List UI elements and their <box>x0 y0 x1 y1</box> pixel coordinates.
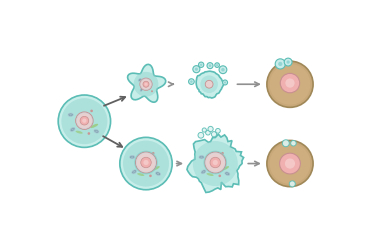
Circle shape <box>58 95 111 148</box>
Circle shape <box>280 153 300 174</box>
Circle shape <box>221 152 224 155</box>
Circle shape <box>140 78 152 90</box>
Ellipse shape <box>95 130 98 132</box>
Ellipse shape <box>226 173 228 174</box>
Circle shape <box>143 160 148 165</box>
Ellipse shape <box>133 171 135 173</box>
Circle shape <box>213 160 218 165</box>
Ellipse shape <box>76 131 83 134</box>
Circle shape <box>222 80 228 85</box>
Circle shape <box>151 90 153 92</box>
Circle shape <box>267 61 313 107</box>
Ellipse shape <box>206 173 214 176</box>
Circle shape <box>193 141 238 186</box>
Circle shape <box>199 62 204 67</box>
Circle shape <box>278 62 282 66</box>
Ellipse shape <box>70 127 75 132</box>
Circle shape <box>190 80 193 83</box>
Circle shape <box>205 80 213 88</box>
Circle shape <box>285 158 295 169</box>
Circle shape <box>90 110 93 112</box>
Ellipse shape <box>140 88 142 91</box>
Ellipse shape <box>131 156 134 158</box>
Ellipse shape <box>94 129 99 133</box>
Circle shape <box>61 98 108 144</box>
Polygon shape <box>128 64 166 102</box>
Ellipse shape <box>68 113 73 116</box>
Circle shape <box>211 132 217 137</box>
Ellipse shape <box>138 78 141 81</box>
Circle shape <box>80 116 89 125</box>
Polygon shape <box>196 71 224 98</box>
Ellipse shape <box>199 156 204 159</box>
Ellipse shape <box>201 170 206 174</box>
Circle shape <box>224 81 226 84</box>
Circle shape <box>275 59 285 69</box>
Circle shape <box>193 66 200 73</box>
Circle shape <box>282 140 289 147</box>
Ellipse shape <box>137 173 144 176</box>
Circle shape <box>270 64 310 105</box>
Ellipse shape <box>90 124 98 128</box>
Circle shape <box>144 83 147 86</box>
Circle shape <box>286 60 290 64</box>
Circle shape <box>207 63 213 69</box>
Circle shape <box>284 58 292 66</box>
Circle shape <box>123 140 169 186</box>
Circle shape <box>200 64 202 66</box>
Ellipse shape <box>129 156 135 159</box>
Circle shape <box>210 157 221 168</box>
Ellipse shape <box>69 114 72 116</box>
Circle shape <box>289 181 295 187</box>
Circle shape <box>135 152 157 173</box>
Circle shape <box>200 75 218 93</box>
Polygon shape <box>187 134 244 192</box>
Circle shape <box>82 119 87 123</box>
Circle shape <box>141 157 151 168</box>
Ellipse shape <box>221 166 229 170</box>
Circle shape <box>152 152 154 155</box>
Circle shape <box>205 152 226 173</box>
Ellipse shape <box>225 172 230 175</box>
Circle shape <box>280 73 300 93</box>
Ellipse shape <box>132 170 137 174</box>
Circle shape <box>134 72 158 97</box>
Circle shape <box>149 174 152 177</box>
Circle shape <box>206 130 210 135</box>
Circle shape <box>120 137 172 190</box>
Circle shape <box>270 143 310 184</box>
Circle shape <box>215 128 220 133</box>
Ellipse shape <box>202 171 205 173</box>
Circle shape <box>87 132 90 135</box>
Circle shape <box>143 81 149 87</box>
Circle shape <box>267 140 313 187</box>
Circle shape <box>202 128 206 132</box>
Circle shape <box>198 132 204 138</box>
Circle shape <box>221 68 225 72</box>
Ellipse shape <box>71 128 74 130</box>
Circle shape <box>208 126 213 132</box>
Circle shape <box>195 68 198 71</box>
Ellipse shape <box>155 172 161 175</box>
Circle shape <box>291 140 296 146</box>
Ellipse shape <box>200 156 203 158</box>
Circle shape <box>218 174 221 177</box>
Circle shape <box>216 64 218 66</box>
Circle shape <box>209 64 211 67</box>
Circle shape <box>76 112 93 129</box>
Ellipse shape <box>157 173 159 174</box>
Ellipse shape <box>152 166 160 170</box>
Circle shape <box>285 78 295 88</box>
Circle shape <box>215 63 219 67</box>
Circle shape <box>219 66 227 74</box>
Circle shape <box>58 95 110 147</box>
Circle shape <box>189 79 194 84</box>
Circle shape <box>119 137 173 190</box>
